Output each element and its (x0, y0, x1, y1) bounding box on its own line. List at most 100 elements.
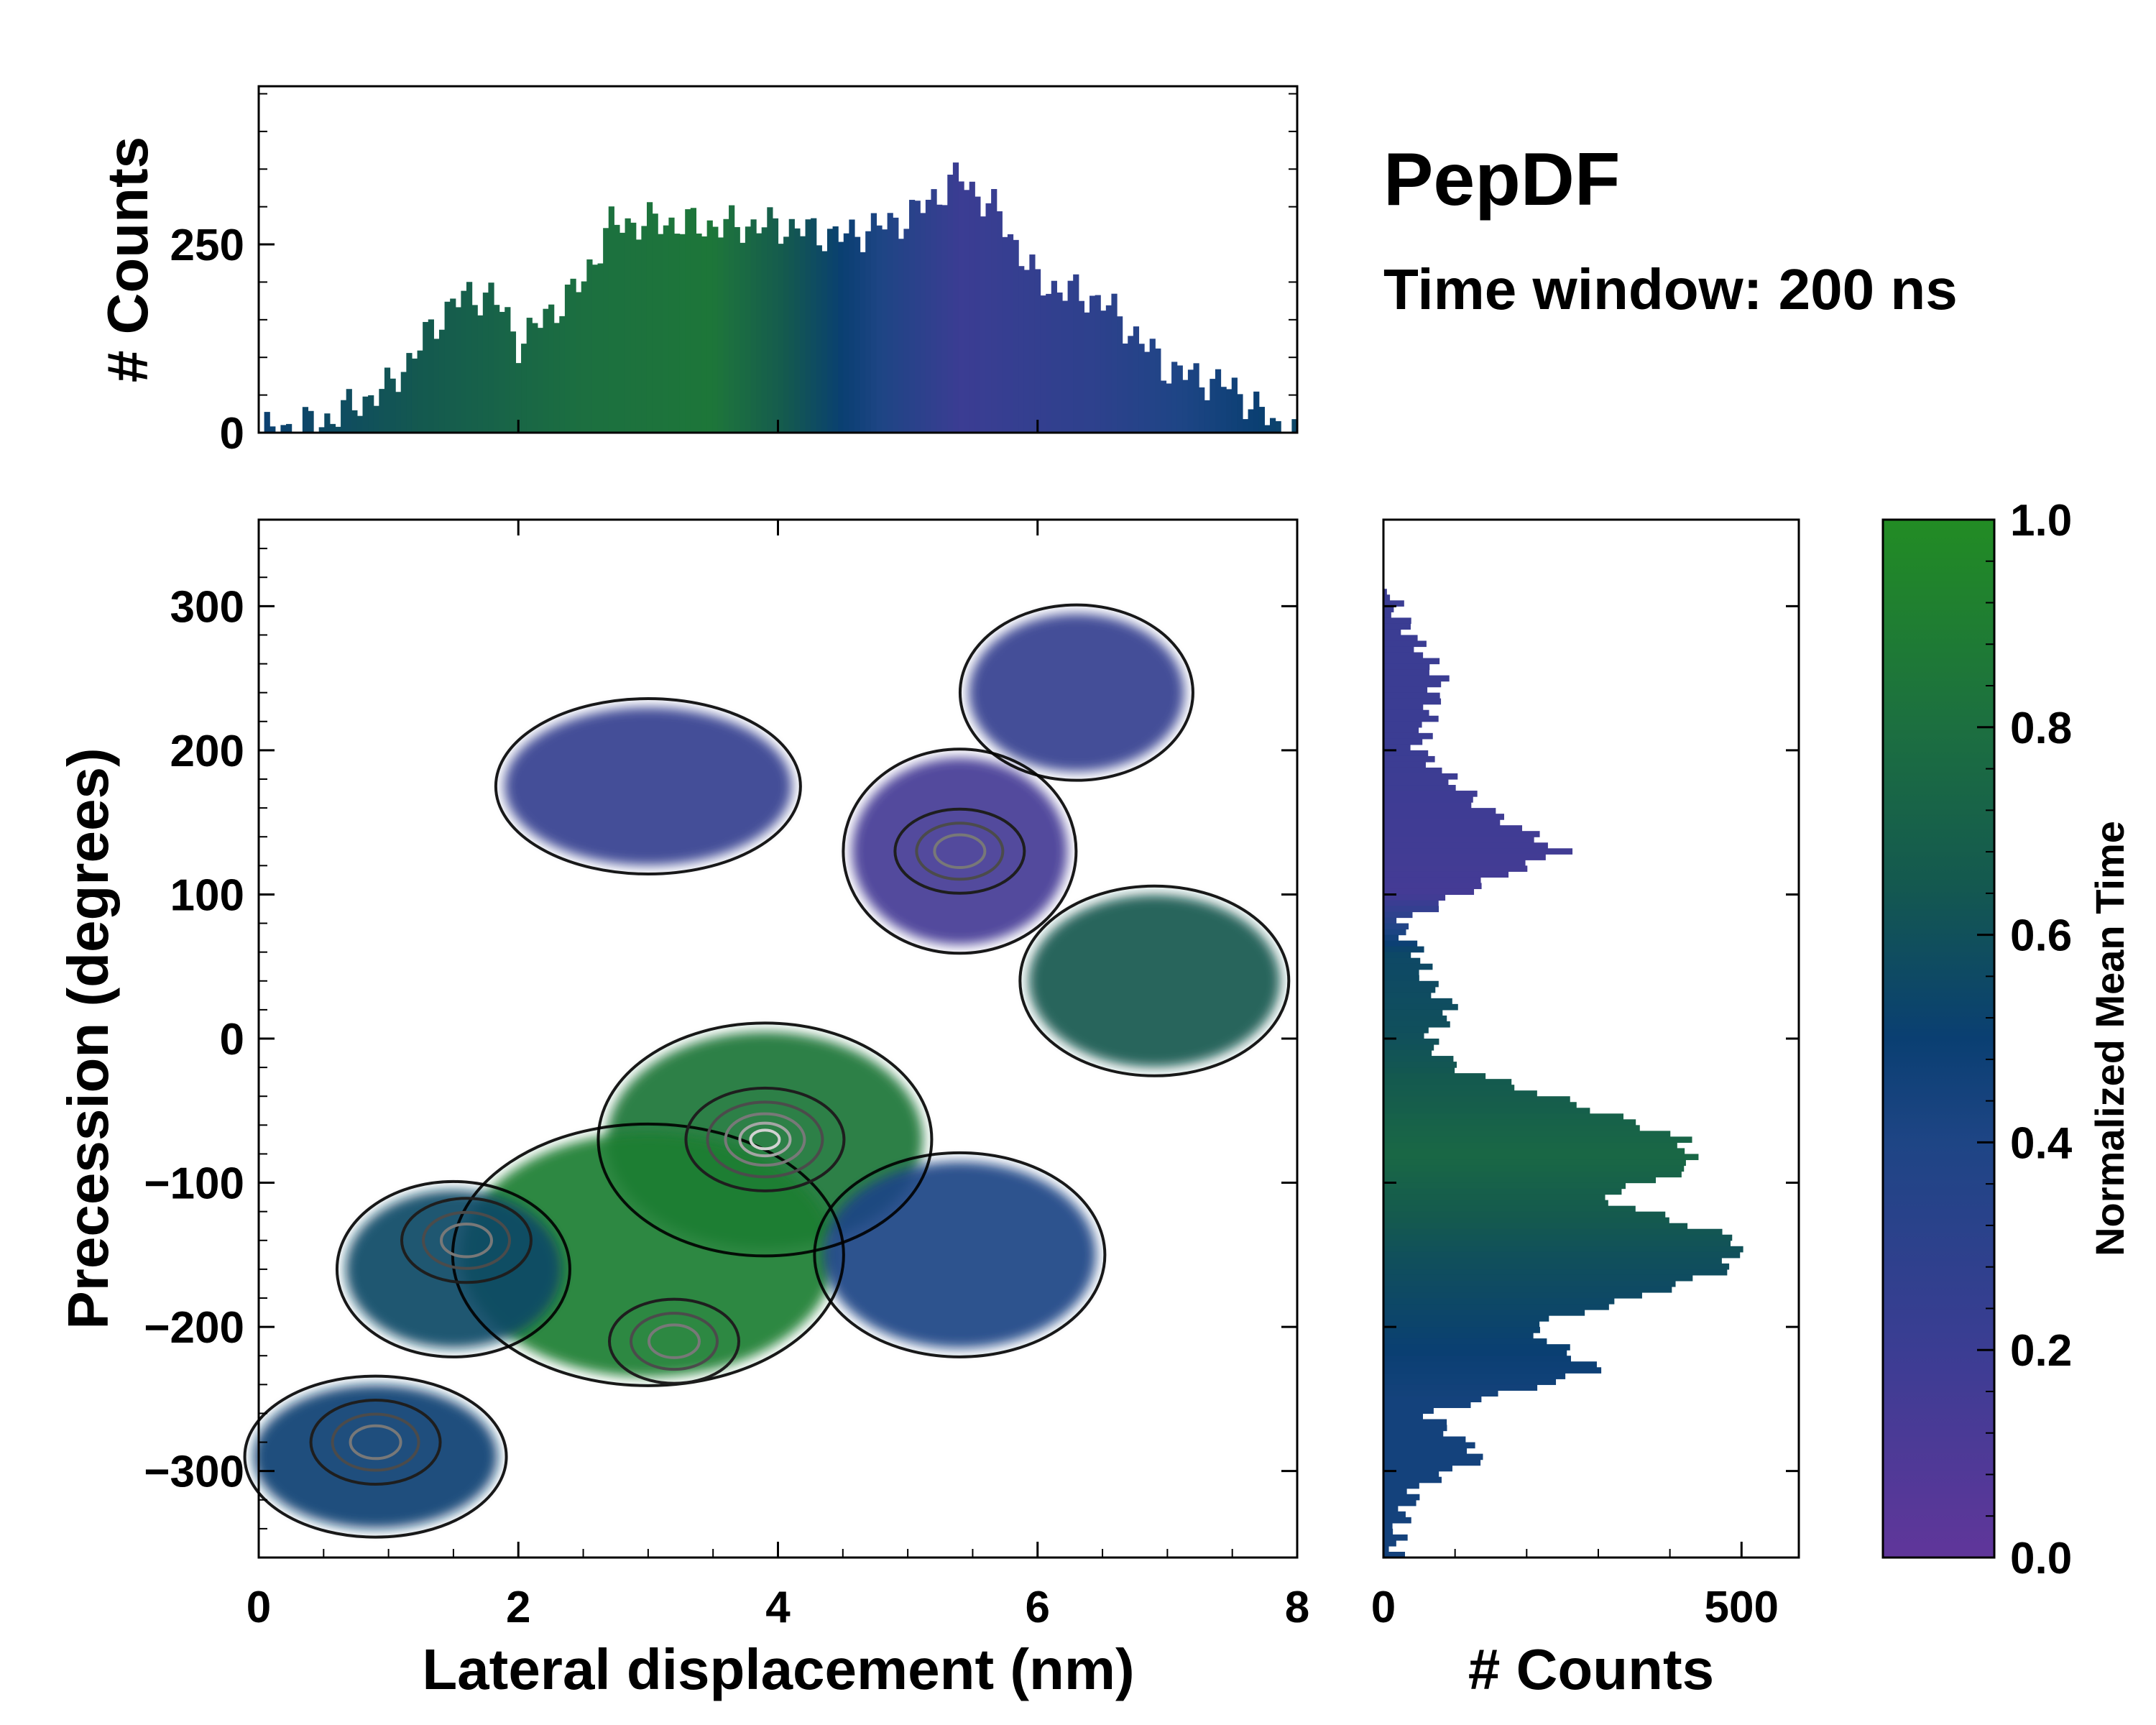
right-histogram-bar (1383, 785, 1456, 791)
right-histogram-bar (1383, 986, 1436, 993)
right-histogram-bar (1383, 1079, 1512, 1085)
heatmap-region (461, 1132, 835, 1377)
top-histogram-bar (368, 395, 374, 433)
right-histogram-bar (1383, 1009, 1443, 1016)
right-histogram-bar (1383, 888, 1475, 896)
right-histogram-bar (1383, 1165, 1685, 1172)
top-histogram-bar (264, 412, 270, 433)
right-histogram-bar (1383, 998, 1452, 1005)
right-histogram-bar (1383, 1194, 1606, 1201)
right-histogram-bar (1383, 1350, 1567, 1356)
top-histogram-bar (482, 293, 489, 433)
right-histogram-bar (1383, 1096, 1570, 1103)
top-histogram-bar (1007, 234, 1014, 433)
top-histogram-bar (1155, 348, 1161, 433)
heatmap-region (823, 1161, 1097, 1348)
top-histogram-bar (826, 229, 834, 433)
top-histogram-bar (641, 226, 648, 433)
time-window-subtitle: Time window: 200 ns (1383, 257, 1958, 321)
top-histogram-bar (991, 189, 998, 433)
right-histogram-bar (1383, 900, 1439, 907)
y-tick-label: −300 (144, 1448, 244, 1497)
colorbar-tick-label: 0.8 (2010, 704, 2072, 753)
top-histogram-bar (1095, 295, 1101, 433)
right-histogram-bar (1383, 1430, 1444, 1438)
top-histogram-bar (1078, 300, 1084, 433)
heatmap-ylabel: Precession (degrees) (56, 748, 120, 1329)
right-histogram-bar (1383, 1494, 1420, 1501)
top-histogram-bar (329, 423, 336, 433)
top-histogram-bar (712, 226, 719, 433)
top-histogram-bar (553, 323, 560, 433)
top-histogram-bar (882, 229, 888, 433)
right-histogram-bar (1383, 1505, 1399, 1512)
x-tick-label: 0 (247, 1583, 271, 1632)
right-histogram-bar (1383, 1304, 1609, 1310)
top-histogram-bar (1018, 266, 1025, 433)
top-histogram-bar (280, 425, 287, 433)
top-histogram-bar (1138, 344, 1145, 433)
right-histogram-bar (1383, 969, 1419, 976)
right-histogram-bar (1383, 1476, 1442, 1484)
top-histogram-bar (477, 315, 484, 433)
right-histogram-bar (1383, 606, 1394, 612)
top-y-tick-label: 0 (220, 409, 244, 459)
top-histogram-bar (1002, 236, 1008, 433)
top-histogram-bar (461, 290, 467, 433)
top-histogram-bar (816, 245, 822, 433)
top-histogram-bar (799, 236, 806, 433)
right-histogram-bar (1383, 871, 1509, 878)
top-histogram-bar (1210, 379, 1216, 433)
top-histogram-bar (1122, 343, 1128, 433)
top-histogram-bar (471, 305, 478, 433)
top-histogram-bar (964, 190, 970, 433)
right-histogram-bar (1383, 1310, 1585, 1316)
colorbar-tick-label: 0.2 (2010, 1326, 2072, 1376)
right-histogram-bar (1383, 640, 1427, 648)
top-histogram-bar (1105, 305, 1112, 433)
heatmap-region (852, 758, 1068, 945)
heatmap-ticks: 0 2 4 6 8 −300 −200 −100 0 100 200 300 (144, 520, 1309, 1632)
right-histogram-bar (1383, 1003, 1458, 1011)
top-histogram-bar (1258, 407, 1265, 433)
top-histogram-bar (1215, 369, 1222, 433)
right-histogram-bar (1383, 791, 1478, 797)
right-histogram-bar (1383, 761, 1426, 768)
top-histogram-bar (805, 219, 811, 433)
contour-line (630, 1312, 719, 1371)
top-histogram-bar (1204, 400, 1210, 433)
right-histogram-bar (1383, 600, 1404, 607)
right-histogram-bar (1383, 1413, 1424, 1420)
top-histogram-bar (1034, 269, 1041, 433)
right-histogram-bar (1383, 934, 1399, 942)
heatmap-frame (257, 518, 1299, 1559)
top-histogram-bar (532, 323, 538, 433)
right-histogram-bar (1383, 1056, 1454, 1062)
top-histogram-bar (351, 410, 358, 433)
top-histogram-bar (433, 339, 440, 433)
right-histogram-bar (1383, 1499, 1416, 1506)
y-tick-label: 300 (170, 582, 244, 632)
y-tick-label: −200 (144, 1303, 244, 1353)
top-histogram-bar (1187, 369, 1194, 433)
right-histogram-bar (1383, 1263, 1730, 1270)
right-histogram-bar (1383, 865, 1528, 872)
right-histogram-bar (1383, 675, 1450, 682)
right-histogram-bar (1383, 1344, 1570, 1351)
right-histogram-bar (1383, 1327, 1540, 1333)
right-histogram-bar (1383, 658, 1440, 665)
top-histogram-bar (1160, 380, 1167, 433)
right-histogram-bar (1383, 1442, 1475, 1449)
contour-line (706, 1100, 824, 1179)
top-histogram-bar (308, 410, 314, 433)
right-histogram-bar (1383, 709, 1429, 717)
right-histogram-bar (1383, 1108, 1590, 1114)
top-histogram-bar (778, 244, 784, 433)
top-histogram-bar (548, 304, 555, 433)
right-histogram-bar (1383, 1286, 1672, 1293)
y-tick-label: −100 (144, 1159, 244, 1209)
right-histogram-bar (1383, 1373, 1566, 1379)
right-histogram-bar (1383, 594, 1391, 601)
top-histogram-bar (1056, 292, 1063, 433)
right-histogram-bar (1383, 1379, 1557, 1385)
